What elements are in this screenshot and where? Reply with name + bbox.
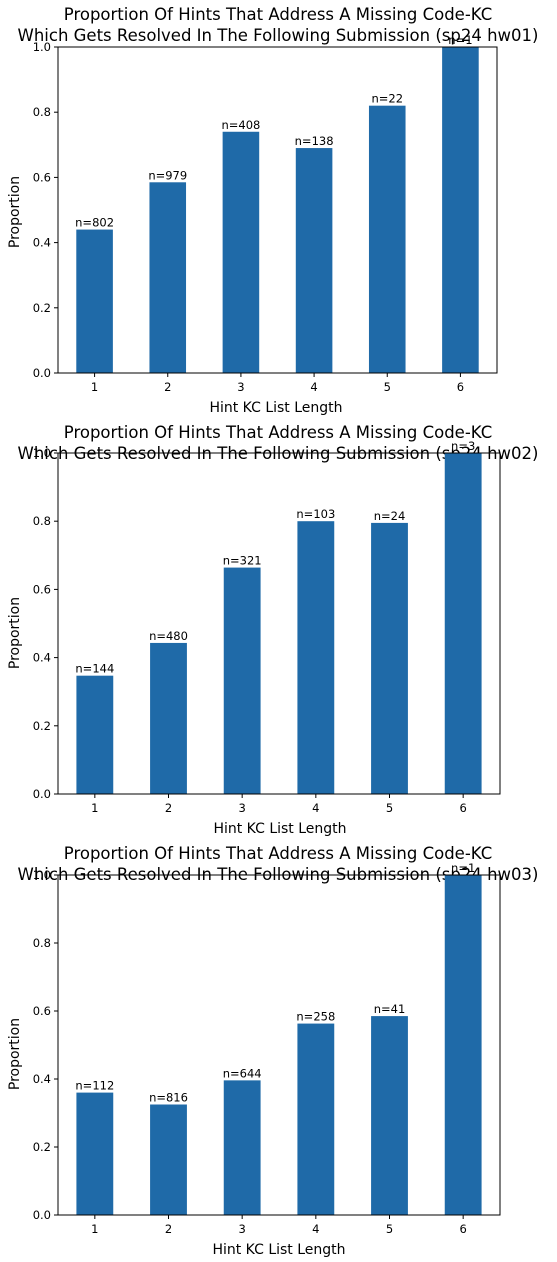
- x-axis-label: Hint KC List Length: [212, 1242, 345, 1258]
- bar-count-label: n=22: [371, 92, 403, 106]
- bar-count-label: n=802: [75, 216, 114, 230]
- x-tick-label: 4: [312, 1222, 319, 1236]
- bar: [442, 47, 479, 373]
- x-axis-label: Hint KC List Length: [213, 821, 346, 837]
- x-tick-label: 3: [237, 380, 244, 394]
- x-tick-label: 2: [165, 1222, 172, 1236]
- bar-count-label: n=112: [75, 1079, 114, 1093]
- bar-count-label: n=408: [221, 118, 260, 132]
- x-tick-label: 1: [91, 380, 98, 394]
- bar-count-label: n=1: [448, 33, 472, 47]
- bar: [149, 182, 187, 373]
- chart-title-line2: Which Gets Resolved In The Following Sub…: [18, 26, 539, 45]
- y-tick-label: 0.4: [33, 236, 51, 250]
- chart-hw01: Proportion Of Hints That Address A Missi…: [7, 5, 539, 416]
- x-tick-label: 1: [91, 1222, 98, 1236]
- chart-panel-hw02: Proportion Of Hints That Address A Missi…: [0, 421, 557, 841]
- y-tick-label: 0.6: [33, 582, 51, 596]
- x-tick-label: 5: [384, 380, 391, 394]
- plot-frame: [57, 46, 498, 374]
- y-tick-label: 1.0: [33, 446, 51, 460]
- y-axis-label: Proportion: [7, 597, 23, 669]
- x-tick-label: 5: [386, 801, 393, 815]
- bar-count-label: n=3: [451, 439, 475, 453]
- x-axis-label: Hint KC List Length: [209, 400, 342, 416]
- bar-count-label: n=258: [296, 1010, 335, 1024]
- chart-panel-hw01: Proportion Of Hints That Address A Missi…: [0, 0, 557, 420]
- bar: [223, 567, 261, 794]
- bar: [444, 453, 482, 794]
- chart-title-line1: Proportion Of Hints That Address A Missi…: [64, 5, 492, 24]
- bar-count-label: n=480: [149, 629, 188, 643]
- bar: [297, 521, 335, 794]
- plot-frame: [57, 452, 501, 795]
- y-tick-label: 0.2: [33, 1140, 51, 1154]
- bar-count-label: n=103: [296, 507, 335, 521]
- x-tick-label: 2: [165, 801, 172, 815]
- bar: [76, 229, 113, 373]
- bar-count-label: n=1: [451, 861, 475, 875]
- y-tick-label: 0.6: [33, 1004, 51, 1018]
- x-tick-label: 5: [386, 1222, 393, 1236]
- bar: [76, 1092, 114, 1215]
- y-axis-label: Proportion: [7, 176, 23, 248]
- bar-count-label: n=41: [374, 1002, 406, 1016]
- bar-count-label: n=816: [149, 1091, 188, 1105]
- y-tick-label: 0.6: [33, 170, 51, 184]
- bar-count-label: n=644: [223, 1066, 262, 1080]
- bar-count-label: n=138: [295, 134, 334, 148]
- x-tick-label: 1: [91, 801, 98, 815]
- x-tick-label: 4: [312, 801, 319, 815]
- y-tick-label: 0.0: [33, 787, 51, 801]
- bar: [222, 131, 260, 373]
- y-tick-label: 0.0: [33, 366, 51, 380]
- bar-count-label: n=144: [75, 662, 114, 676]
- bar: [368, 105, 406, 374]
- bar-count-label: n=979: [148, 168, 187, 182]
- bar-count-label: n=321: [223, 554, 262, 568]
- y-tick-label: 1.0: [33, 868, 51, 882]
- bar: [223, 1080, 261, 1215]
- y-tick-label: 0.4: [33, 1072, 51, 1086]
- chart-hw03: Proportion Of Hints That Address A Missi…: [7, 844, 538, 1258]
- y-tick-label: 0.8: [33, 514, 51, 528]
- bar: [76, 675, 114, 794]
- plot-frame: [57, 874, 501, 1216]
- y-axis-label: Proportion: [7, 1018, 23, 1090]
- x-tick-label: 6: [457, 380, 464, 394]
- bar: [150, 642, 187, 794]
- bar: [295, 148, 333, 373]
- bar: [371, 1016, 408, 1215]
- bar: [444, 875, 482, 1215]
- y-tick-label: 0.8: [33, 936, 51, 950]
- bar: [150, 1104, 187, 1215]
- chart-panel-hw03: Proportion Of Hints That Address A Missi…: [0, 842, 557, 1262]
- x-tick-label: 4: [310, 380, 317, 394]
- y-tick-label: 1.0: [33, 40, 51, 54]
- chart-hw02: Proportion Of Hints That Address A Missi…: [7, 423, 538, 837]
- bar-count-label: n=24: [374, 509, 406, 523]
- bar: [371, 522, 408, 794]
- x-tick-label: 3: [239, 1222, 246, 1236]
- bar: [297, 1023, 335, 1215]
- y-tick-label: 0.4: [33, 651, 51, 665]
- chart-title-line1: Proportion Of Hints That Address A Missi…: [64, 423, 492, 442]
- x-tick-label: 6: [460, 1222, 467, 1236]
- y-tick-label: 0.8: [33, 105, 51, 119]
- x-tick-label: 2: [164, 380, 171, 394]
- y-tick-label: 0.0: [33, 1208, 51, 1222]
- y-tick-label: 0.2: [33, 301, 51, 315]
- x-tick-label: 6: [460, 801, 467, 815]
- x-tick-label: 3: [239, 801, 246, 815]
- chart-title-line1: Proportion Of Hints That Address A Missi…: [64, 844, 492, 863]
- y-tick-label: 0.2: [33, 719, 51, 733]
